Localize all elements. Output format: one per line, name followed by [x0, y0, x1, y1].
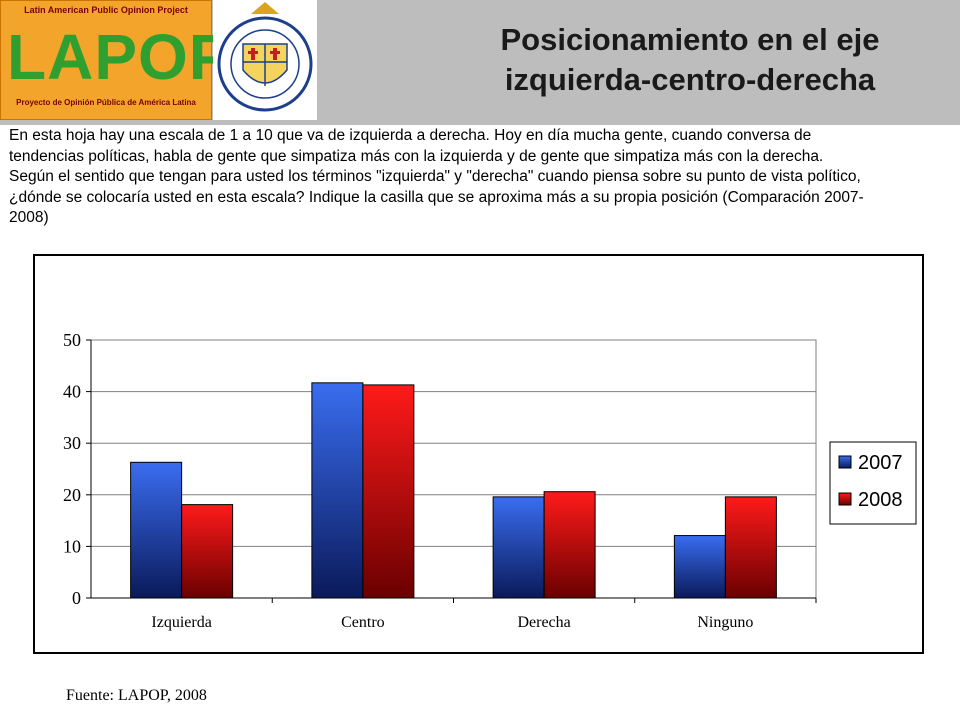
lapop-logo-bottom-text: Proyecto de Opinión Pública de América L…: [16, 98, 196, 107]
lapop-logo-name: LAPOP: [7, 21, 233, 93]
x-tick-label: Centro: [341, 614, 385, 631]
legend-label-2008: 2008: [858, 489, 903, 511]
page-title: Posicionamiento en el eje izquierda-cent…: [440, 20, 940, 100]
x-tick-label: Derecha: [517, 614, 570, 631]
y-tick-label: 30: [63, 433, 81, 453]
university-seal-logo: [213, 0, 317, 120]
university-seal-icon: [217, 2, 313, 112]
lapop-logo-top-text: Latin American Public Opinion Project: [24, 5, 188, 15]
bar-2008-centro: [362, 384, 415, 599]
y-tick-label: 20: [63, 485, 81, 505]
title-line-2: izquierda-centro-derecha: [504, 62, 876, 97]
chart-frame: 0 10 20 30 40 50 Izquierda Centro Derecha Ninguno…: [33, 254, 924, 654]
x-tick-label: Ninguno: [697, 614, 753, 631]
lapop-logo: Latin American Public Opinion Project LA…: [0, 0, 231, 120]
y-tick-label: 50: [63, 330, 81, 350]
bar-2008-izquierda: [181, 504, 234, 599]
bar-2008-derecha: [543, 491, 596, 599]
legend-swatch-2007: [838, 455, 852, 469]
legend-label-2007: 2007: [858, 452, 903, 474]
bar-chart: 0 10 20 30 40 50 Izquierda Centro Derecha Ninguno…: [63, 330, 917, 631]
bar-2007-derecha: [492, 496, 545, 599]
y-tick-label: 10: [63, 536, 81, 556]
title-line-1: Posicionamiento en el eje: [500, 22, 880, 57]
legend-swatch-2008: [838, 492, 852, 506]
bar-2007-ninguno: [673, 535, 726, 599]
y-tick-label: 40: [63, 382, 81, 402]
bar-2008-ninguno: [724, 496, 777, 599]
header-banner: Latin American Public Opinion Project LA…: [0, 0, 960, 125]
bar-2007-izquierda: [130, 461, 183, 599]
x-tick-label: Izquierda: [151, 614, 211, 631]
source-note: Fuente: LAPOP, 2008: [66, 687, 207, 704]
survey-question-text: En esta hoja hay una escala de 1 a 10 qu…: [9, 127, 864, 227]
y-tick-label: 0: [72, 588, 81, 608]
bar-2007-centro: [311, 382, 364, 599]
